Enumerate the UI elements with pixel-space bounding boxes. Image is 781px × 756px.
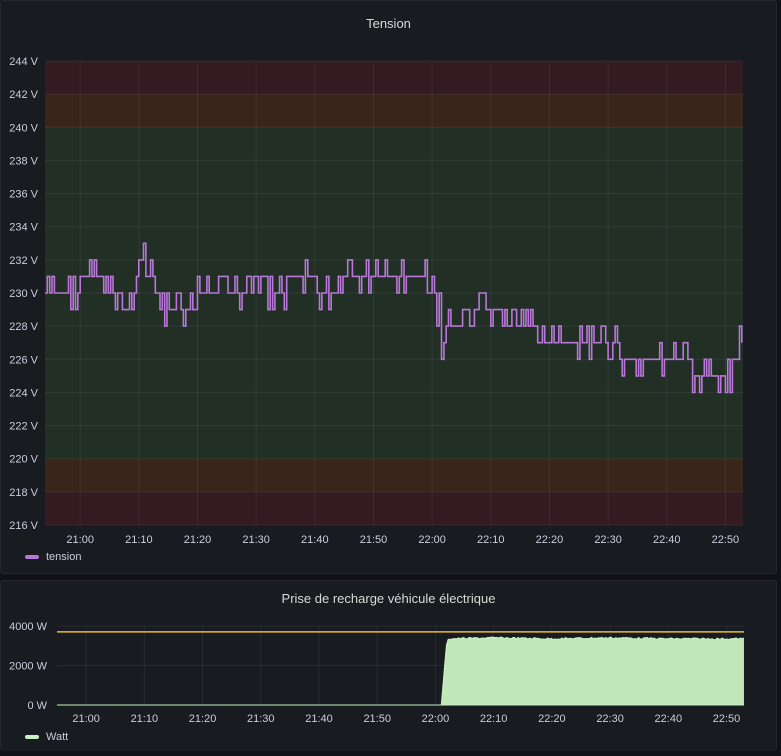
x-tick-label: 22:50	[712, 534, 740, 546]
y-tick-label: 222 V	[9, 421, 38, 433]
x-tick-label: 22:40	[653, 534, 681, 546]
legend-label: tension	[46, 551, 82, 563]
x-tick-label: 22:40	[655, 713, 683, 725]
threshold-band-red	[45, 491, 743, 525]
x-tick-label: 22:10	[477, 534, 505, 546]
panel-title: Prise de recharge véhicule électrique	[281, 591, 496, 606]
y-tick-label: 2000 W	[9, 661, 48, 673]
x-tick-label: 21:40	[305, 713, 333, 725]
x-tick-label: 22:20	[536, 534, 564, 546]
x-tick-label: 21:00	[66, 534, 94, 546]
y-tick-label: 216 V	[9, 520, 38, 532]
y-tick-label: 218 V	[9, 487, 38, 499]
y-tick-label: 238 V	[9, 155, 38, 167]
y-tick-label: 244 V	[9, 56, 38, 68]
legend-swatch	[25, 555, 39, 559]
x-tick-label: 21:40	[301, 534, 329, 546]
legend-label: Watt	[46, 731, 69, 743]
y-tick-label: 228 V	[9, 321, 38, 333]
y-tick-label: 226 V	[9, 354, 38, 366]
x-tick-label: 22:30	[594, 534, 622, 546]
threshold-band-green	[45, 127, 743, 459]
y-tick-label: 240 V	[9, 122, 38, 134]
x-tick-label: 22:30	[596, 713, 624, 725]
x-tick-label: 21:00	[72, 713, 100, 725]
tension-panel: Tension 216 V 218 V 220 V 222 V 224 V 226 V 22…	[0, 0, 777, 574]
series-line-tension	[45, 242, 743, 394]
x-tick-label: 22:20	[538, 713, 566, 725]
y-tick-label: 234 V	[9, 222, 38, 234]
x-tick-label: 21:30	[247, 713, 275, 725]
x-tick-label: 21:50	[363, 713, 391, 725]
x-tick-label: 21:50	[360, 534, 388, 546]
y-tick-label: 224 V	[9, 387, 38, 399]
x-tick-label: 22:10	[480, 713, 508, 725]
y-tick-label: 236 V	[9, 189, 38, 201]
x-tick-label: 21:10	[125, 534, 153, 546]
y-tick-label: 232 V	[9, 255, 38, 267]
series-area-watt	[57, 636, 744, 706]
legend-tension[interactable]: tension	[25, 551, 81, 563]
x-tick-label: 22:00	[422, 713, 450, 725]
y-tick-label: 4000 W	[9, 621, 48, 633]
x-tick-label: 21:30	[242, 534, 270, 546]
charge-panel: Prise de recharge véhicule électrique 0 …	[0, 580, 777, 751]
threshold-band-orange	[45, 458, 743, 492]
threshold-band-orange	[45, 94, 743, 128]
panel-title: Tension	[366, 16, 411, 31]
x-tick-label: 22:50	[713, 713, 741, 725]
x-tick-label: 21:20	[184, 534, 212, 546]
tension-chart[interactable]: 216 V 218 V 220 V 222 V 224 V 226 V 228 V 230 V…	[1, 41, 776, 571]
x-tick-label: 22:00	[418, 534, 446, 546]
y-tick-label: 220 V	[9, 454, 38, 466]
y-tick-label: 230 V	[9, 288, 38, 300]
x-tick-label: 21:10	[131, 713, 159, 725]
legend-swatch	[25, 735, 39, 739]
charge-chart[interactable]: 0 W 2000 W 4000 W 21:00 21:10 21:20 21:30 21:40…	[1, 611, 776, 756]
threshold-band-red	[45, 61, 743, 95]
legend-watt[interactable]: Watt	[25, 731, 68, 743]
y-tick-label: 242 V	[9, 89, 38, 101]
x-tick-label: 21:20	[189, 713, 217, 725]
y-tick-label: 0 W	[27, 700, 47, 712]
